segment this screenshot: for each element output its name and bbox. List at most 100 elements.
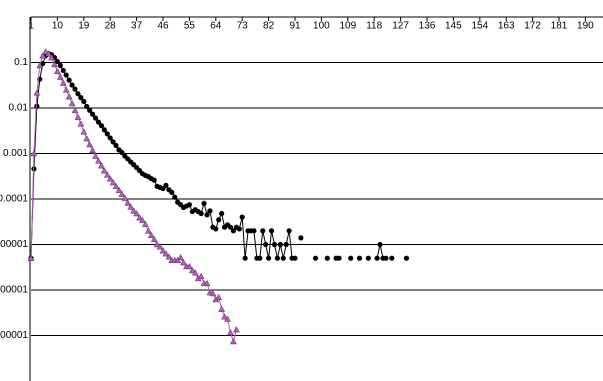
marker bbox=[260, 228, 266, 234]
marker bbox=[236, 226, 242, 232]
marker bbox=[127, 203, 135, 210]
series-line bbox=[31, 54, 406, 258]
marker bbox=[227, 224, 234, 230]
marker bbox=[227, 329, 234, 336]
marker bbox=[100, 167, 108, 174]
marker bbox=[213, 226, 219, 232]
marker bbox=[266, 255, 272, 261]
x-tick-label: 181 bbox=[551, 21, 568, 32]
marker bbox=[230, 228, 236, 234]
marker bbox=[169, 189, 175, 195]
marker bbox=[215, 293, 223, 301]
x-tick-label: 91 bbox=[289, 21, 301, 32]
marker bbox=[172, 194, 178, 200]
marker bbox=[119, 149, 125, 156]
marker bbox=[89, 146, 97, 153]
marker bbox=[133, 209, 141, 217]
marker bbox=[224, 315, 231, 322]
marker bbox=[115, 186, 123, 193]
marker bbox=[251, 228, 257, 234]
marker bbox=[121, 194, 129, 201]
x-tick-label: 10 bbox=[52, 21, 64, 32]
marker bbox=[280, 255, 286, 261]
marker bbox=[374, 255, 380, 261]
marker bbox=[40, 60, 46, 67]
marker bbox=[268, 228, 275, 234]
marker bbox=[232, 326, 240, 333]
marker bbox=[356, 255, 363, 261]
marker bbox=[209, 289, 217, 297]
marker bbox=[109, 179, 117, 186]
marker bbox=[74, 113, 82, 120]
x-tick-label: 118 bbox=[366, 21, 382, 32]
marker bbox=[110, 139, 116, 145]
marker bbox=[177, 253, 185, 261]
marker bbox=[263, 241, 269, 248]
marker bbox=[221, 313, 229, 320]
marker bbox=[106, 175, 114, 182]
marker bbox=[348, 255, 354, 261]
marker bbox=[75, 91, 81, 97]
marker bbox=[139, 216, 146, 224]
marker bbox=[60, 67, 66, 74]
marker bbox=[81, 98, 87, 105]
marker bbox=[95, 119, 102, 125]
marker bbox=[156, 243, 164, 250]
x-tick-label: 136 bbox=[419, 21, 436, 32]
marker bbox=[48, 54, 55, 61]
y-tick-label: 0.01 bbox=[9, 103, 29, 114]
marker bbox=[136, 214, 143, 221]
marker bbox=[185, 262, 193, 270]
marker bbox=[383, 255, 389, 261]
marker bbox=[33, 89, 41, 96]
marker bbox=[324, 255, 330, 261]
marker bbox=[83, 135, 91, 142]
marker bbox=[162, 250, 170, 257]
marker bbox=[57, 62, 63, 69]
y-tick-label: 0.1 bbox=[14, 57, 28, 68]
y-tick-label: 0.0001 bbox=[0, 194, 28, 205]
marker bbox=[403, 255, 410, 261]
marker bbox=[104, 131, 110, 137]
marker bbox=[101, 127, 107, 133]
marker bbox=[65, 93, 73, 100]
x-tick-label: 154 bbox=[471, 21, 488, 32]
x-tick-label: 109 bbox=[339, 21, 356, 32]
marker bbox=[130, 207, 138, 214]
x-tick-label: 1 bbox=[28, 21, 34, 32]
x-tick-label: 64 bbox=[210, 21, 222, 32]
marker bbox=[113, 142, 119, 149]
marker bbox=[312, 255, 319, 261]
x-tick-label: 73 bbox=[237, 21, 249, 32]
x-tick-label: 46 bbox=[157, 21, 169, 32]
x-tick-label: 82 bbox=[263, 21, 275, 32]
x-tick-label: 127 bbox=[392, 21, 409, 32]
x-tick-label: 37 bbox=[131, 21, 143, 32]
marker bbox=[216, 217, 222, 223]
marker bbox=[97, 162, 105, 169]
marker bbox=[107, 135, 113, 141]
marker bbox=[204, 212, 210, 218]
marker bbox=[191, 269, 199, 276]
marker bbox=[71, 106, 79, 114]
marker bbox=[92, 115, 99, 121]
marker bbox=[62, 86, 70, 93]
y-tick-label: 0.001 bbox=[3, 148, 28, 159]
x-tick-label: 55 bbox=[184, 21, 196, 32]
x-tick-label: 28 bbox=[105, 21, 117, 32]
marker bbox=[90, 111, 96, 117]
marker bbox=[292, 255, 298, 261]
marker bbox=[180, 259, 187, 266]
marker bbox=[53, 67, 61, 75]
x-tick-label: 100 bbox=[313, 21, 330, 32]
x-tick-label: 145 bbox=[445, 21, 462, 32]
marker bbox=[77, 120, 85, 127]
marker bbox=[336, 255, 342, 261]
marker bbox=[298, 235, 304, 241]
y-tick-label: 0.000001 bbox=[0, 285, 28, 296]
marker bbox=[95, 157, 102, 164]
x-tick-label: 163 bbox=[498, 21, 515, 32]
marker bbox=[27, 254, 35, 261]
marker bbox=[69, 82, 75, 88]
